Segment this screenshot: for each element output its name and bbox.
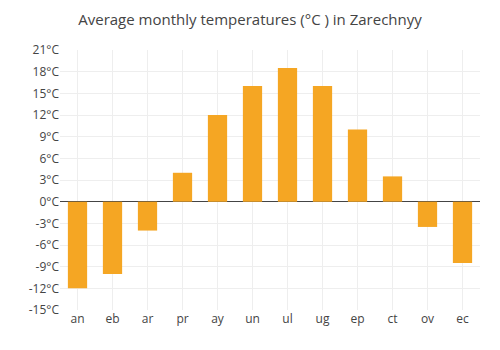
svg-text:ec: ec: [456, 310, 469, 327]
svg-text:18°C: 18°C: [33, 63, 60, 80]
svg-text:-12°C: -12°C: [29, 280, 60, 297]
svg-text:ov: ov: [421, 310, 434, 327]
svg-text:0°C: 0°C: [39, 193, 59, 210]
svg-text:-9°C: -9°C: [36, 258, 60, 275]
svg-text:ct: ct: [387, 310, 397, 327]
svg-text:pr: pr: [176, 310, 188, 327]
svg-text:un: un: [245, 310, 260, 327]
svg-text:ay: ay: [211, 310, 225, 327]
svg-text:ug: ug: [316, 310, 330, 327]
svg-text:12°C: 12°C: [33, 106, 60, 123]
svg-text:21°C: 21°C: [33, 41, 60, 58]
svg-text:-6°C: -6°C: [36, 236, 60, 253]
svg-text:ar: ar: [142, 310, 154, 327]
svg-text:ul: ul: [282, 310, 292, 327]
svg-text:ep: ep: [350, 310, 364, 327]
svg-text:15°C: 15°C: [33, 85, 60, 102]
svg-text:eb: eb: [105, 310, 119, 327]
svg-text:6°C: 6°C: [39, 150, 59, 167]
svg-text:9°C: 9°C: [39, 128, 59, 145]
svg-text:Average monthly temperatures (: Average monthly temperatures (°C ) in Za…: [78, 9, 422, 29]
svg-text:3°C: 3°C: [39, 171, 59, 188]
svg-text:an: an: [70, 310, 84, 327]
svg-text:-3°C: -3°C: [36, 215, 60, 232]
svg-text:-15°C: -15°C: [29, 301, 60, 318]
